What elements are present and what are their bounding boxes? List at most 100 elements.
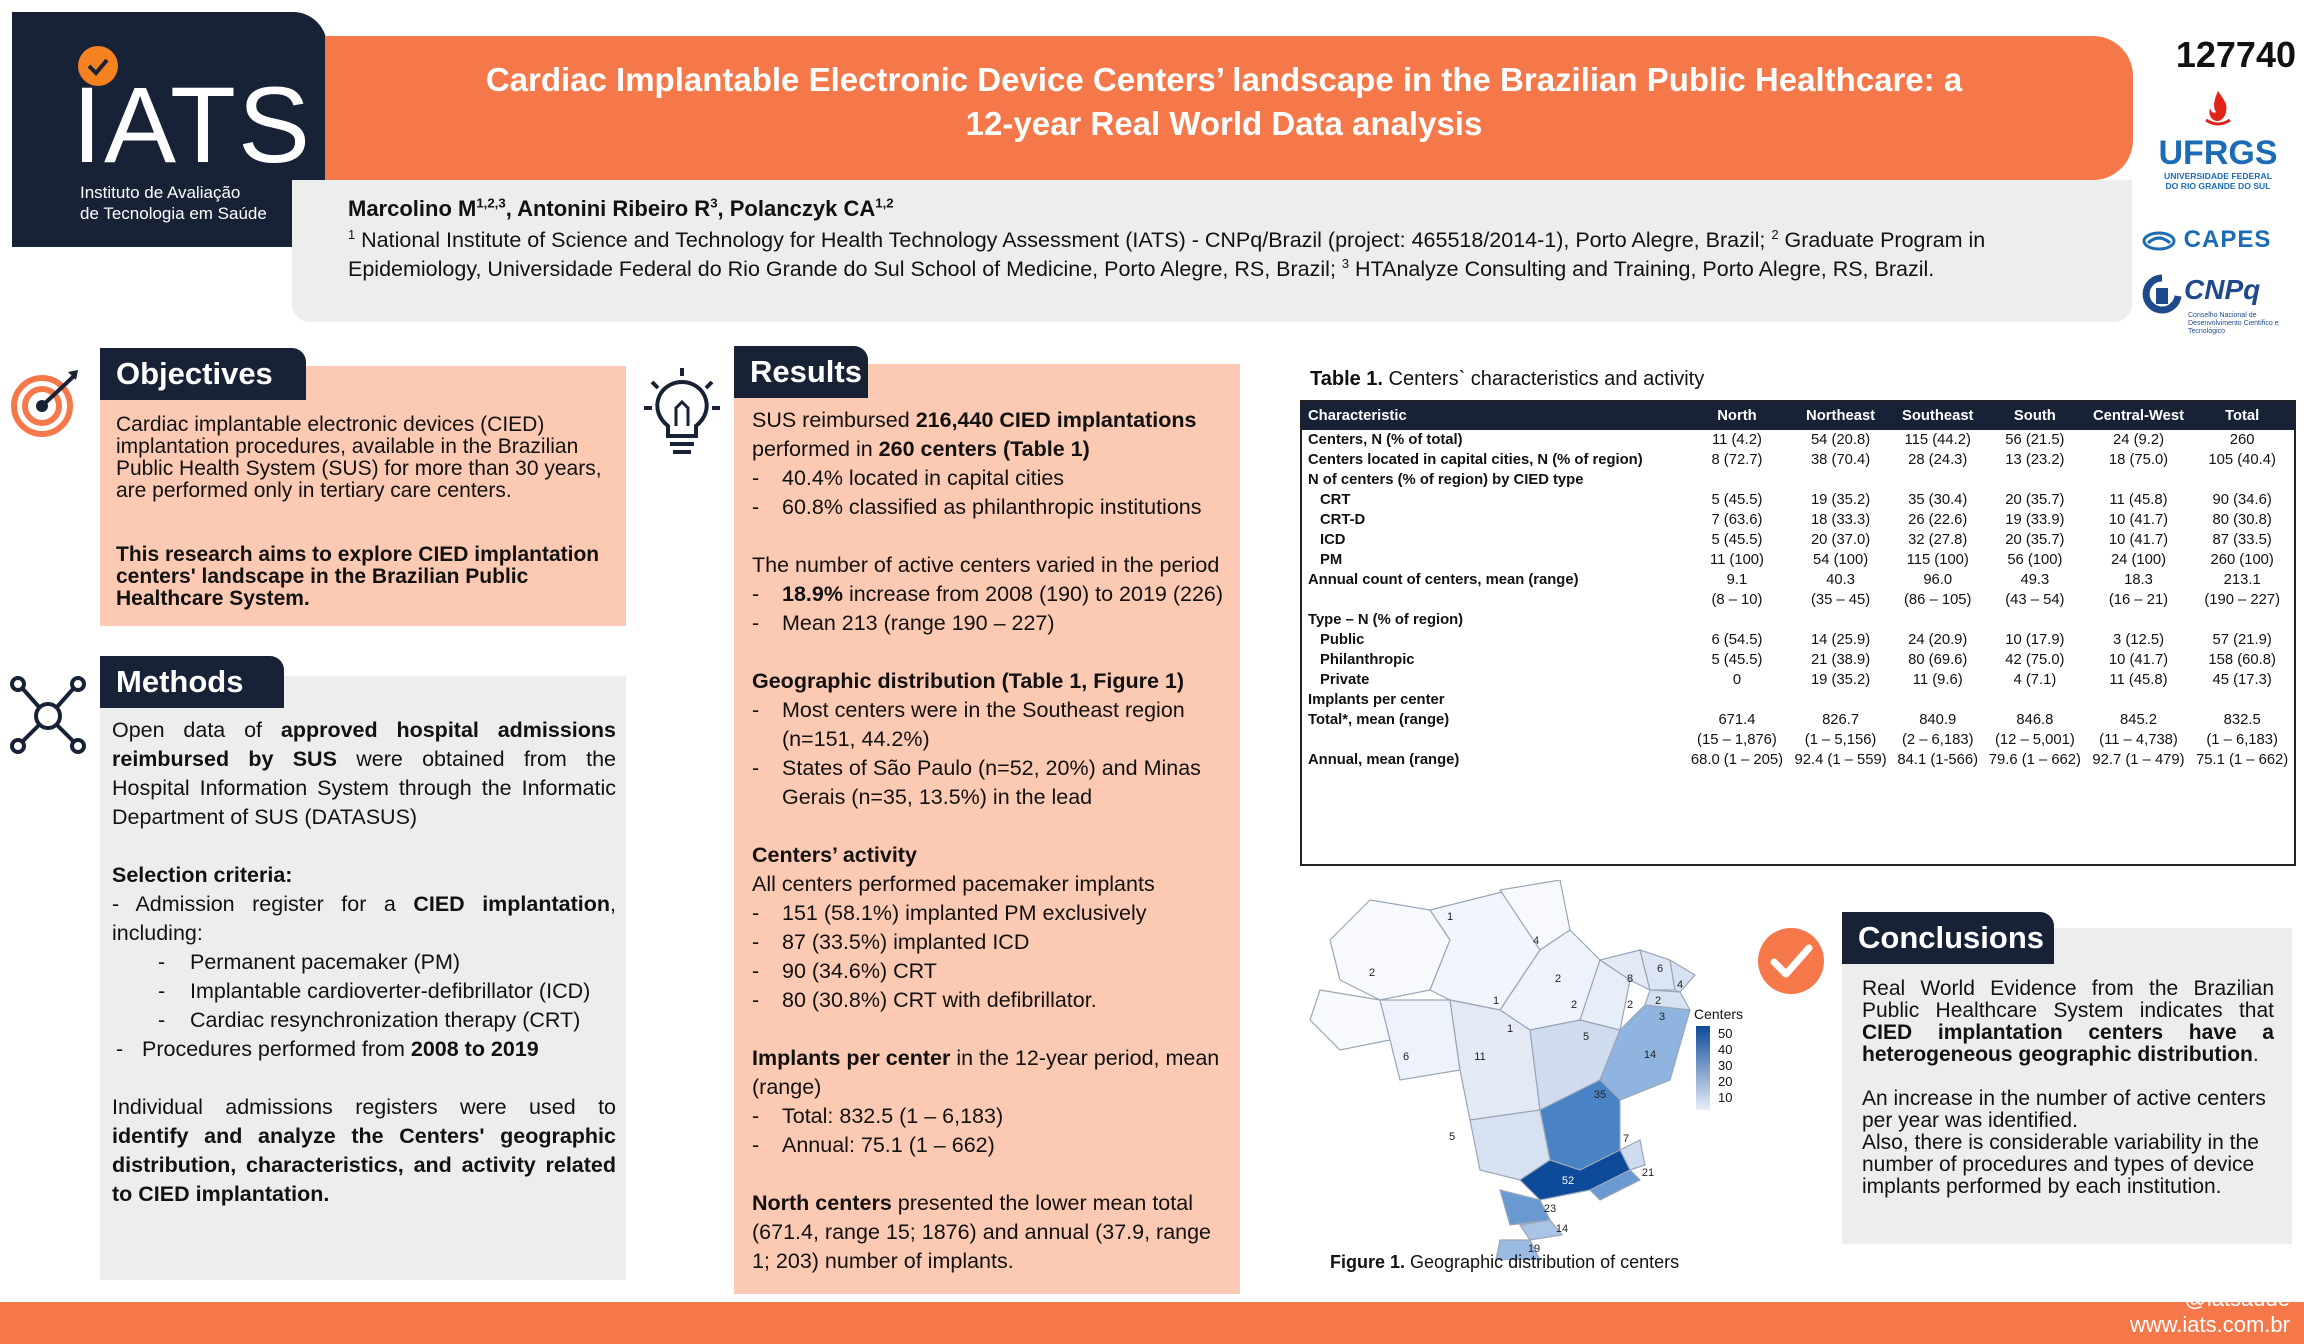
table-cell: (11 – 4,738) [2099, 731, 2178, 748]
row-label: N of centers (% of region) by CIED type [1308, 471, 1584, 488]
iats-logo: IATS Instituto de Avaliação de Tecnologi… [12, 12, 327, 247]
table-cell: 11 (45.8) [2109, 491, 2168, 508]
row-label: Annual, mean (range) [1308, 751, 1460, 768]
state-label: 35 [1594, 1089, 1606, 1101]
state-label: 4 [1677, 979, 1683, 991]
state-label: 7 [1623, 1133, 1629, 1145]
state-label: 52 [1562, 1175, 1574, 1187]
ufrgs-logo: UFRGS UNIVERSIDADE FEDERAL DO RIO GRANDE… [2140, 88, 2296, 191]
table-cell: 56 (21.5) [2005, 431, 2065, 448]
table-cell: 671.4 [1718, 711, 1756, 728]
social-handle[interactable]: @iatsaude [2184, 1286, 2290, 1311]
table-cell: 9.1 [1726, 571, 1748, 588]
table-cell [2190, 470, 2294, 490]
table-cell: 840.9 [1919, 711, 1957, 728]
table-cell: 42 (75.0) [2005, 651, 2065, 668]
state-label: 11 [1474, 1051, 1485, 1063]
table-cell: 0 [1732, 671, 1742, 688]
table-row: Centers, N (% of total) 11 (4.2) 54 (20.8)… [1302, 430, 2294, 450]
state-label: 5 [1449, 1131, 1455, 1143]
figure-caption: Figure 1. Geographic distribution of cen… [1330, 1252, 1680, 1272]
table-cell [1789, 690, 1893, 710]
methods-heading: Methods [100, 656, 284, 708]
check-badge-icon [78, 46, 118, 86]
table-row: Centers located in capital cities, N (% … [1302, 450, 2294, 470]
table-cell: 56 (100) [2007, 551, 2063, 568]
results-text: SUS reimbursed 216,440 CIED implantation… [752, 408, 1224, 1273]
table-row: Total*, mean (range) 671.4 826.7 840.9 846.8… [1302, 710, 2294, 730]
poster-id: 127740 [2175, 34, 2296, 75]
table-cell: 14 (25.9) [1810, 631, 1871, 648]
table-header-cell: South [1983, 402, 2087, 430]
table-cell [2190, 610, 2294, 630]
legend-tick: 50 [1718, 1026, 1733, 1041]
table-cell: (12 – 5,001) [1994, 731, 2075, 748]
state-shape [1518, 1219, 1564, 1241]
table-cell: 80 (30.8) [2212, 511, 2272, 528]
table-cell: 13 (23.2) [2005, 451, 2065, 468]
table-cell: 21 (38.9) [1810, 651, 1871, 668]
table-cell [1685, 470, 1789, 490]
table-cell [1983, 470, 2087, 490]
footer-links: @iatsaude www.iats.com.br [2080, 1286, 2290, 1338]
authors: Marcolino M1,2,3, Antonini Ribeiro R3, P… [348, 195, 894, 221]
table-cell: 10 (41.7) [2108, 511, 2169, 528]
state-label: 2 [1571, 999, 1577, 1011]
table-header-cell: Northeast [1788, 402, 1893, 430]
table-cell: 92.7 (1 – 479) [2092, 751, 2185, 768]
table-cell: (190 – 227) [2204, 591, 2280, 608]
table-cell: (86 – 105) [1904, 591, 1972, 608]
table-row: CRT 5 (45.5) 19 (35.2) 35 (30.4) 20 (35.7) 11… [1302, 490, 2294, 510]
affiliations: 1 National Institute of Science and Tech… [348, 226, 1986, 281]
state-shape [1495, 1239, 1541, 1260]
table-cell: 10 (41.7) [2108, 531, 2169, 548]
table-cell: 80 (69.6) [1908, 651, 1968, 668]
conclusions-heading: Conclusions [1842, 912, 2054, 964]
website-link[interactable]: www.iats.com.br [2129, 1312, 2290, 1337]
title-banner: Cardiac Implantable Electronic Device Ce… [325, 36, 2133, 180]
table-cell: 38 (70.4) [1810, 451, 1871, 468]
results-panel [734, 364, 1240, 1294]
table-row: CRT-D 7 (63.6) 18 (33.3) 26 (22.6) 19 (33.9)… [1302, 510, 2294, 530]
table-cell: 87 (33.5) [2212, 531, 2272, 548]
table-cell: 11 (9.6) [1912, 671, 1963, 688]
table-row: Annual count of centers, mean (range) 9.1… [1302, 570, 2294, 590]
table-cell: 49.3 [2020, 571, 2050, 588]
state-label: 8 [1627, 973, 1633, 985]
table-cell: (43 – 54) [2005, 591, 2065, 608]
table-cell: 45 (17.3) [2212, 671, 2272, 688]
state-shape [1588, 1169, 1642, 1201]
title-line-1: Cardiac Implantable Electronic Device Ce… [485, 61, 1963, 98]
table-cell: 115 (44.2) [1904, 431, 1971, 448]
table-cell: 11 (4.2) [1712, 431, 1762, 448]
row-label: Private [1320, 671, 1370, 688]
row-label [1302, 730, 1685, 750]
row-label: Philanthropic [1320, 651, 1415, 668]
device-item: - Implantable cardioverter-defibrillator … [158, 979, 591, 1003]
table-cell: 11 (45.8) [2109, 671, 2168, 688]
objectives-heading: Objectives [100, 348, 306, 400]
table-row: Annual, mean (range) 68.0 (1 – 205) 92.4 (… [1302, 750, 2294, 770]
table-cell: 6 (54.5) [1711, 631, 1763, 648]
table-row: (8 – 10) (35 – 45) (86 – 105) (43 – 54) (16 … [1302, 590, 2294, 610]
row-label: Implants per center [1308, 691, 1445, 708]
state-shape [1379, 999, 1461, 1081]
table-cell: 105 (40.4) [2208, 451, 2276, 468]
capes-wave-icon [2142, 231, 2176, 251]
table-cell: 19 (35.2) [1810, 671, 1871, 688]
legend-tick: 20 [1718, 1074, 1733, 1089]
table-row: (15 – 1,876) (1 – 5,156) (2 – 6,183) (12 – … [1302, 730, 2294, 750]
table-cell: 20 (37.0) [1810, 531, 1871, 548]
table-row: ICD 5 (45.5) 20 (37.0) 32 (27.8) 20 (35.7) 10… [1302, 530, 2294, 550]
title-line-2: 12-year Real World Data analysis [965, 105, 1483, 142]
state-label: 21 [1642, 1167, 1654, 1179]
table-cell: (15 – 1,876) [1697, 731, 1777, 748]
table-cell [1789, 610, 1893, 630]
table-cell: 7 (63.6) [1711, 511, 1763, 528]
table-cell: 28 (24.3) [1908, 451, 1968, 468]
table-row: Public 6 (54.5) 14 (25.9) 24 (20.9) 10 (17.9… [1302, 630, 2294, 650]
table-cell [2087, 470, 2191, 490]
target-icon [11, 370, 78, 437]
